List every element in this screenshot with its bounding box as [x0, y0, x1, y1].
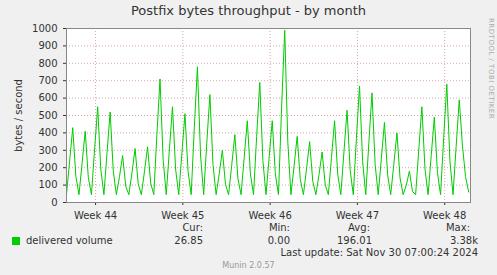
svg-text:700: 700: [38, 75, 57, 86]
svg-text:600: 600: [38, 92, 57, 103]
html-text:delivered volume: delivered volume: [26, 235, 113, 246]
html-text:RRDTOOL / TOBI OETIKER: RRDTOOL / TOBI OETIKER: [487, 18, 495, 120]
html-text:3.38k: 3.38k: [449, 235, 478, 246]
svg-text:800: 800: [38, 58, 57, 69]
html-text:Max:: Max:: [446, 222, 470, 233]
svg-text:bytes / second: bytes / second: [13, 79, 24, 152]
svg-text:200: 200: [38, 162, 57, 173]
svg-text:Week 44: Week 44: [74, 210, 117, 221]
svg-text:Week 45: Week 45: [161, 210, 204, 221]
html-text:Avg:: Avg:: [348, 222, 370, 233]
svg-text:500: 500: [38, 110, 57, 121]
html-text:Postfix bytes throughput - by: Postfix bytes throughput - by month: [131, 3, 366, 18]
svg-text:400: 400: [38, 127, 57, 138]
svg-text:Week 48: Week 48: [423, 210, 466, 221]
html-text:Cur:: Cur:: [182, 222, 203, 233]
html-text:Min:: Min:: [268, 222, 290, 233]
svg-text:300: 300: [38, 145, 57, 156]
html-text:196.01: 196.01: [337, 235, 372, 246]
svg-text:900: 900: [38, 40, 57, 51]
html-text:Last update: Sat Nov 30 07:00:: Last update: Sat Nov 30 07:00:24 2024: [280, 247, 478, 258]
svg-text:Week 47: Week 47: [336, 210, 379, 221]
svg-text:0: 0: [51, 197, 57, 208]
html-text:26.85: 26.85: [174, 235, 203, 246]
html-text:0.00: 0.00: [267, 235, 290, 246]
svg-text:1000: 1000: [32, 23, 57, 34]
svg-text:100: 100: [38, 179, 57, 190]
svg-text:Week 46: Week 46: [248, 210, 291, 221]
html-text:Munin 2.0.57: Munin 2.0.57: [222, 261, 275, 270]
